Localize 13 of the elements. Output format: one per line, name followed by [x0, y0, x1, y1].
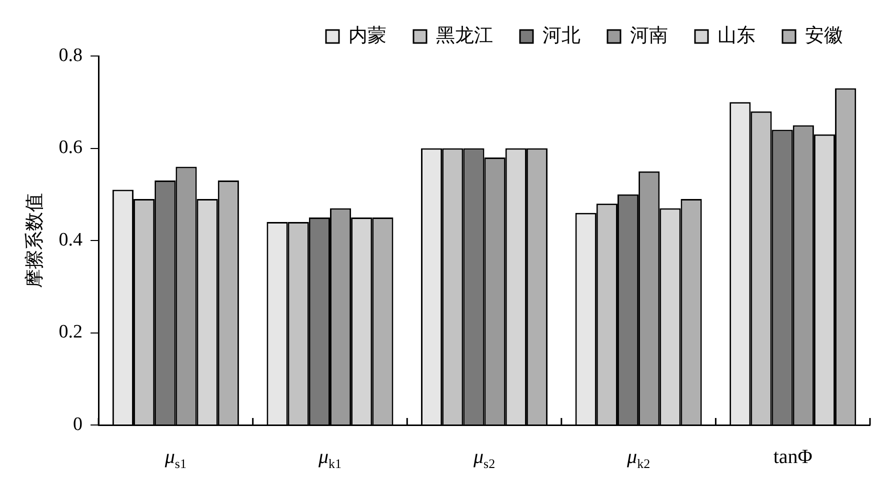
legend-label: 山东: [718, 25, 756, 46]
legend-label: 安徽: [805, 24, 843, 46]
legend-label: 黑龙江: [436, 25, 493, 46]
y-tick-label: 0.2: [58, 322, 83, 343]
legend-label: 河北: [542, 25, 580, 46]
y-tick-label: 0.4: [58, 229, 84, 250]
y-axis-title: 摩擦系数值: [23, 193, 46, 288]
legend-label: 河南: [630, 25, 668, 46]
x-tick-label: tanΦ: [773, 446, 813, 468]
y-tick-label: 0.8: [58, 44, 83, 66]
legend-label: 内蒙: [348, 25, 386, 46]
y-tick-label: 0.6: [58, 137, 83, 158]
y-tick-label: 0: [73, 414, 83, 435]
